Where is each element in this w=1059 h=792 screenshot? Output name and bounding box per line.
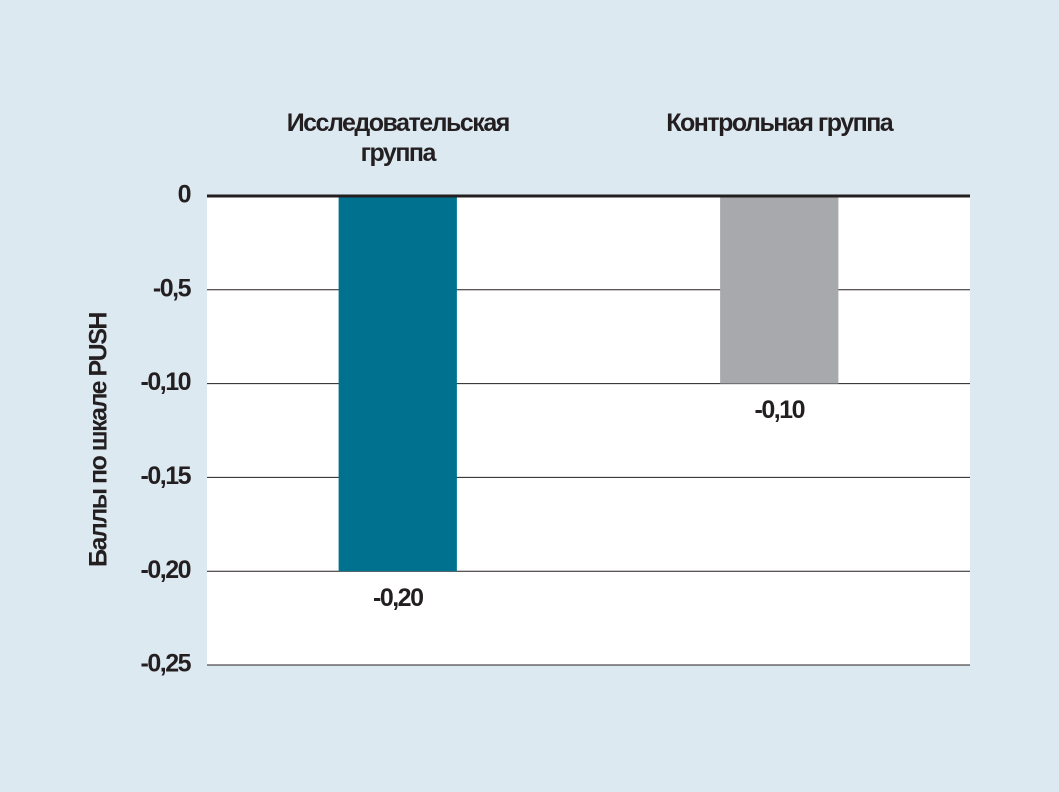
- bar: [338, 196, 457, 572]
- value-label: -0,20: [373, 584, 423, 612]
- y-tick-label: -0,20: [141, 556, 191, 584]
- bar: [720, 196, 839, 384]
- y-tick-label: -0,10: [141, 368, 191, 396]
- y-tick-label: 0: [178, 181, 191, 209]
- category-label: Исследовательская группа: [286, 109, 511, 167]
- plot-area: [207, 196, 970, 665]
- value-label: -0,10: [755, 396, 805, 424]
- y-tick-label: -0,5: [153, 274, 192, 302]
- y-axis-label: Баллы по шкале PUSH: [85, 313, 113, 567]
- y-tick-label: -0,15: [141, 462, 192, 490]
- category-label: Контрольная группа: [666, 109, 893, 137]
- y-tick-label: -0,25: [141, 650, 192, 678]
